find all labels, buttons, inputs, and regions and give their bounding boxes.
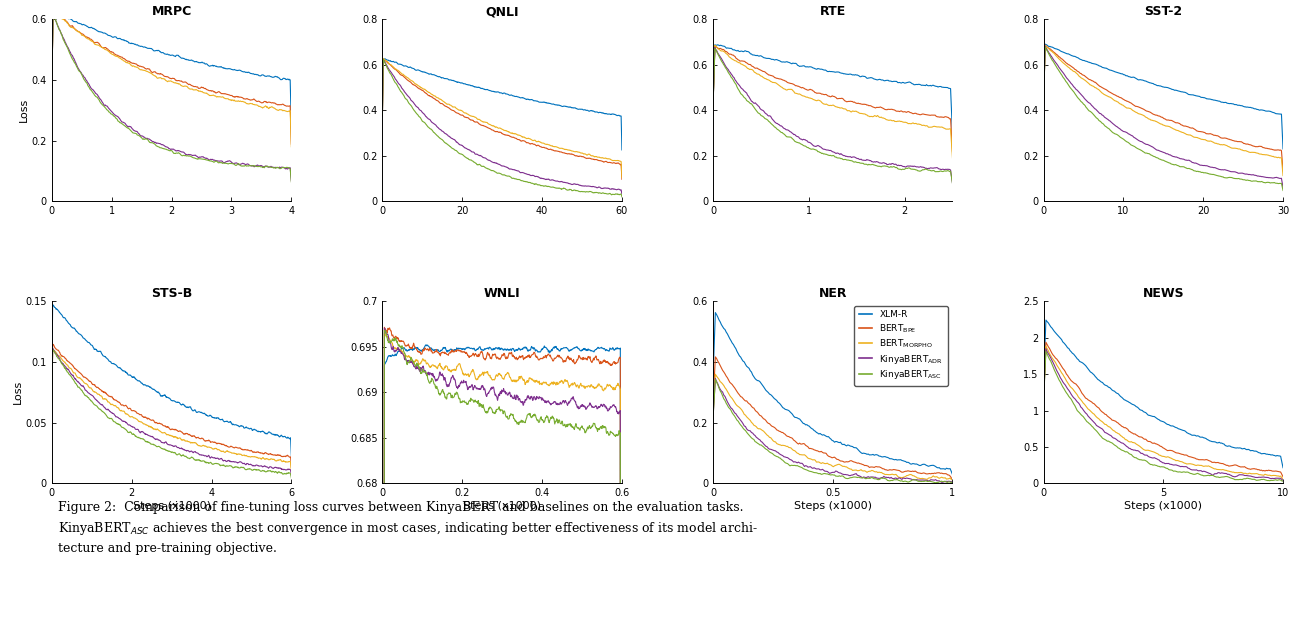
X-axis label: Steps (x1000): Steps (x1000) [463, 501, 542, 511]
Title: SST-2: SST-2 [1144, 5, 1182, 18]
Title: WNLI: WNLI [483, 287, 521, 300]
Title: RTE: RTE [819, 5, 846, 18]
Text: Figure 2:  Comparison of fine-tuning loss curves between KinyaBERT and baselines: Figure 2: Comparison of fine-tuning loss… [58, 501, 758, 555]
Legend: XLM-R, BERT$_{\mathregular{BPE}}$, BERT$_{\mathregular{MORPHO}}$, KinyaBERT$_{\m: XLM-R, BERT$_{\mathregular{BPE}}$, BERT$… [854, 306, 947, 386]
Y-axis label: Loss: Loss [19, 98, 29, 122]
Y-axis label: Loss: Loss [13, 380, 23, 404]
Title: MRPC: MRPC [152, 5, 192, 18]
Title: STS-B: STS-B [150, 287, 192, 300]
X-axis label: Steps (x1000): Steps (x1000) [793, 501, 872, 511]
Title: QNLI: QNLI [486, 5, 518, 18]
X-axis label: Steps (x1000): Steps (x1000) [132, 501, 211, 511]
Title: NEWS: NEWS [1143, 287, 1185, 300]
Title: NER: NER [819, 287, 848, 300]
X-axis label: Steps (x1000): Steps (x1000) [1124, 501, 1203, 511]
